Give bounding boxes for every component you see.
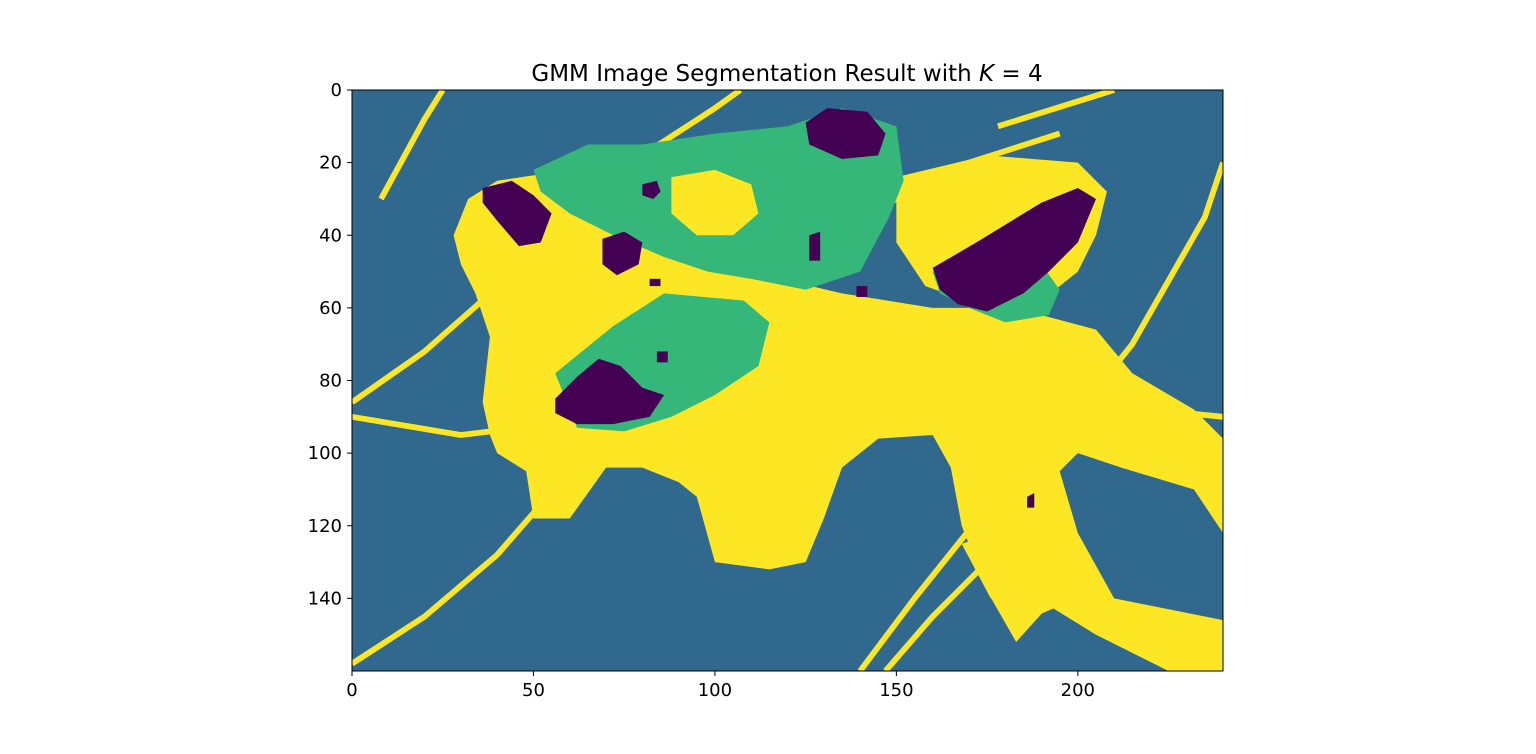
cluster-region-10 bbox=[555, 358, 665, 425]
cluster-region-6 bbox=[671, 169, 759, 236]
x-axis: 0 50 100 150 200 bbox=[346, 671, 1095, 701]
cluster-region-7 bbox=[482, 180, 552, 247]
y-tick-label: 100 bbox=[308, 443, 342, 464]
x-tick-label: 150 bbox=[879, 680, 913, 701]
cluster-region-15 bbox=[856, 286, 868, 297]
cluster-line-7 bbox=[378, 90, 446, 201]
cluster-line-5 bbox=[997, 90, 1115, 130]
segmentation-image bbox=[352, 90, 1223, 671]
x-tick-label: 50 bbox=[522, 680, 545, 701]
y-tick-label: 60 bbox=[319, 298, 342, 319]
x-tick-label: 0 bbox=[346, 680, 357, 701]
y-tick-label: 80 bbox=[319, 371, 342, 392]
chart-title: GMM Image Segmentation Result with K = 4 bbox=[531, 61, 1042, 87]
y-tick-label: 40 bbox=[319, 225, 342, 246]
y-axis: 0 20 40 60 80 100 120 140 bbox=[308, 80, 352, 609]
cluster-region-17 bbox=[1027, 493, 1035, 508]
y-tick-label: 20 bbox=[319, 153, 342, 174]
x-tick-label: 100 bbox=[698, 680, 732, 701]
x-tick-label: 200 bbox=[1061, 680, 1095, 701]
y-tick-label: 140 bbox=[308, 588, 342, 609]
cluster-region-8 bbox=[805, 108, 886, 159]
y-tick-label: 0 bbox=[331, 80, 342, 101]
cluster-region-11 bbox=[602, 231, 643, 276]
cluster-region-2 bbox=[961, 525, 1078, 617]
cluster-region-9 bbox=[932, 188, 1096, 312]
cluster-region-14 bbox=[656, 351, 668, 363]
cluster-region-12 bbox=[642, 180, 661, 199]
y-tick-label: 120 bbox=[308, 516, 342, 537]
cluster-region-16 bbox=[809, 231, 821, 261]
cluster-region-13 bbox=[649, 278, 661, 287]
